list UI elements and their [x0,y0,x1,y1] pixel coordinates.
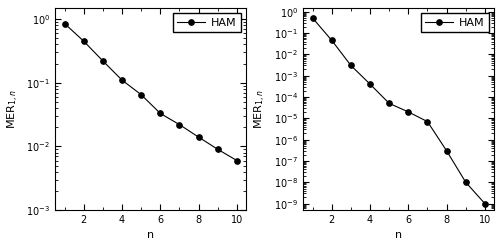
Legend: HAM: HAM [421,14,489,32]
Y-axis label: MER$_{1,n}$: MER$_{1,n}$ [6,89,20,129]
X-axis label: n: n [147,231,154,240]
Y-axis label: MER$_{1,n}$: MER$_{1,n}$ [254,89,268,129]
Legend: HAM: HAM [173,14,241,32]
X-axis label: n: n [395,231,402,240]
